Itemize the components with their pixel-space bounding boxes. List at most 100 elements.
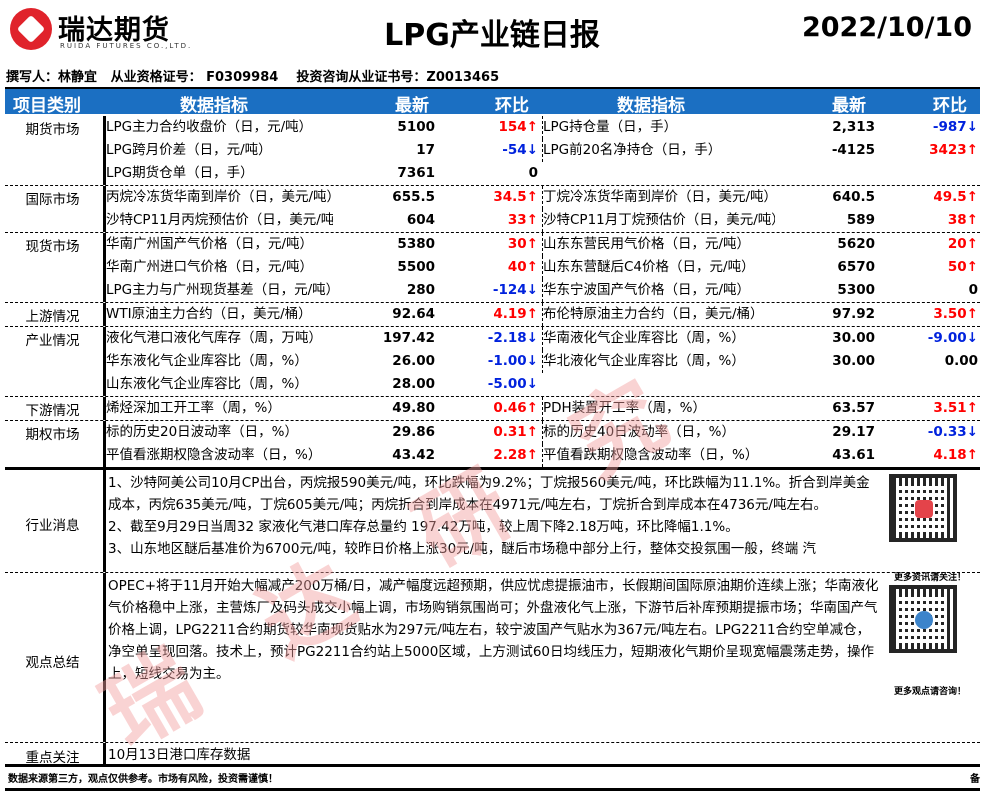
table-row: 山东液化气企业库容比（周，%） 28.00 -5.00↓ xyxy=(5,373,980,396)
latest-value: 43.42 xyxy=(392,447,435,463)
focus-text: 10月13日港口库存数据 xyxy=(108,747,251,763)
latest-value: 655.5 xyxy=(392,189,435,205)
latest-value-2: -4125 xyxy=(831,142,875,158)
change-value: 0.31↑ xyxy=(493,424,538,440)
indicator-name: 山东液化气企业库容比（周，%） xyxy=(106,376,308,392)
change-value: -1.00↓ xyxy=(487,353,538,369)
latest-value: 29.86 xyxy=(392,424,435,440)
indicator-name: 沙特CP11月丙烷预估价（日，美元/吨） xyxy=(106,212,333,228)
header-category: 项目类别 xyxy=(13,96,81,116)
divider xyxy=(103,573,106,742)
change-value: -54↓ xyxy=(502,142,538,158)
latest-value: 28.00 xyxy=(392,376,435,392)
table-header: 项目类别 数据指标 最新 环比 数据指标 最新 环比 xyxy=(5,87,980,116)
indicator-name: 平值看涨期权隐含波动率（日，%） xyxy=(106,447,322,463)
indicator-name: 丙烷冷冻货华南到岸价（日，美元/吨） xyxy=(106,189,333,205)
latest-value: 7361 xyxy=(397,165,435,181)
report-date: 2022/10/10 xyxy=(801,12,972,43)
qr-code-wechat[interactable] xyxy=(889,474,957,542)
change-value: 30↑ xyxy=(507,236,538,252)
change-value-2: -987↓ xyxy=(932,119,978,135)
table-row: 标的历史20日波动率（日，%） 29.86 0.31↑ 标的历史40日波动率（日… xyxy=(5,421,980,444)
section-0: 期货市场 LPG主力合约收盘价（日，元/吨） 5100 154↑ LPG持仓量（… xyxy=(5,116,980,186)
latest-value-2: 43.61 xyxy=(832,447,875,463)
change-value: -2.18↓ xyxy=(487,330,538,346)
latest-value-2: 640.5 xyxy=(832,189,875,205)
table-row: 液化气港口液化气库存（周，万吨） 197.42 -2.18↓ 华南液化气企业库容… xyxy=(5,327,980,350)
latest-value: 26.00 xyxy=(392,353,435,369)
change-value: -5.00↓ xyxy=(487,376,538,392)
latest-value: 5100 xyxy=(397,119,435,135)
indicator-name: 液化气港口液化气库存（周，万吨） xyxy=(106,330,322,346)
change-value: 40↑ xyxy=(507,259,538,275)
header-change: 环比 xyxy=(495,96,529,116)
change-value-2: -9.00↓ xyxy=(927,330,978,346)
latest-value: 5380 xyxy=(397,236,435,252)
data-table: 期货市场 LPG主力合约收盘价（日，元/吨） 5100 154↑ LPG持仓量（… xyxy=(5,116,980,468)
section-6: 期权市场 标的历史20日波动率（日，%） 29.86 0.31↑ 标的历史40日… xyxy=(5,421,980,468)
view-category: 观点总结 xyxy=(25,655,80,671)
logo-cn: 瑞达期货 xyxy=(58,15,170,46)
indicator-name-2: LPG前20名净持仓（日，手） xyxy=(542,139,775,162)
indicator-name: LPG主力合约收盘价（日，元/吨） xyxy=(106,119,313,135)
focus-block: 重点关注 10月13日港口库存数据 xyxy=(5,743,980,767)
change-value: 0 xyxy=(528,165,538,181)
news-category: 行业消息 xyxy=(25,518,80,534)
latest-value: 197.42 xyxy=(382,330,435,346)
divider xyxy=(103,186,106,232)
table-row: 丙烷冷冻货华南到岸价（日，美元/吨） 655.5 34.5↑ 丁烷冷冻货华南到岸… xyxy=(5,186,980,209)
change-value-2: 0 xyxy=(968,282,978,298)
indicator-name: 华南广州进口气价格（日，元/吨） xyxy=(106,259,314,275)
table-row: LPG跨月价差（日，元/吨） 17 -54↓ LPG前20名净持仓（日，手） -… xyxy=(5,139,980,162)
table-row: 华东液化气企业库容比（周，%） 26.00 -1.00↓ 华北液化气企业库容比（… xyxy=(5,350,980,373)
table-row: 沙特CP11月丙烷预估价（日，美元/吨） 604 33↑ 沙特CP11月丁烷预估… xyxy=(5,209,980,232)
table-row: 华南广州国产气价格（日，元/吨） 5380 30↑ 山东东营民用气价格（日，元/… xyxy=(5,233,980,256)
section-1: 国际市场 丙烷冷冻货华南到岸价（日，美元/吨） 655.5 34.5↑ 丁烷冷冻… xyxy=(5,186,980,233)
indicator-name: 华南广州国产气价格（日，元/吨） xyxy=(106,236,314,252)
focus-category: 重点关注 xyxy=(25,750,80,766)
qr-label-2: 更多观点请咨询！ xyxy=(893,687,966,697)
report-title: LPG产业链日报 xyxy=(384,18,600,53)
latest-value-2: 589 xyxy=(846,212,875,228)
qr-code-app[interactable] xyxy=(889,585,957,653)
latest-value-2: 97.92 xyxy=(832,306,875,322)
table-row: 烯烃深加工开工率（周，%） 49.80 0.46↑ PDH装置开工率（周，%） … xyxy=(5,397,980,420)
divider xyxy=(103,421,106,467)
news-item: 2、截至9月29日当周32 家液化气港口库存总量约 197.42万吨，较上周下降… xyxy=(108,519,739,535)
table-row: LPG主力合约收盘价（日，元/吨） 5100 154↑ LPG持仓量（日，手） … xyxy=(5,116,980,139)
table-row: LPG期货仓单（日，手） 7361 0 xyxy=(5,162,980,185)
section-category: 期权市场 xyxy=(25,427,80,443)
indicator-name: LPG主力与广州现货基差（日，元/吨） xyxy=(106,282,333,298)
change-value-2: -0.33↓ xyxy=(927,424,978,440)
logo-icon xyxy=(10,8,52,50)
section-category: 下游情况 xyxy=(25,403,80,419)
table-row: 平值看涨期权隐含波动率（日，%） 43.42 2.28↑ 平值看跌期权隐含波动率… xyxy=(5,444,980,467)
divider xyxy=(103,303,106,326)
header-indicator: 数据指标 xyxy=(180,96,248,116)
change-value: -124↓ xyxy=(492,282,538,298)
indicator-name-2: 山东东营民用气价格（日，元/吨） xyxy=(542,233,775,256)
latest-value: 17 xyxy=(416,142,435,158)
table-row: LPG主力与广州现货基差（日，元/吨） 280 -124↓ 华东宁波国产气价格（… xyxy=(5,279,980,302)
logo-en: RUIDA FUTURES CO.,LTD. xyxy=(60,42,193,50)
divider xyxy=(103,116,106,185)
indicator-name: 华东液化气企业库容比（周，%） xyxy=(106,353,308,369)
header-indicator-2: 数据指标 xyxy=(617,96,685,116)
divider xyxy=(5,467,980,470)
indicator-name-2: 华东宁波国产气价格（日，元/吨） xyxy=(542,279,775,302)
change-value-2: 3.51↑ xyxy=(933,400,978,416)
indicator-name-2: 沙特CP11月丁烷预估价（日，美元/吨） xyxy=(542,209,775,232)
latest-value-2: 30.00 xyxy=(832,353,875,369)
section-category: 期货市场 xyxy=(25,122,80,138)
disclaimer: 数据来源第三方，观点仅供参考。市场有风险，投资需谨慎！ xyxy=(8,774,278,785)
indicator-name-2: 平值看跌期权隐含波动率（日，%） xyxy=(542,444,775,467)
section-3: 上游情况 WTI原油主力合约（日，美元/桶） 92.64 4.19↑ 布伦特原油… xyxy=(5,303,980,327)
latest-value-2: 5300 xyxy=(837,282,875,298)
company-logo: 瑞达期货 RUIDA FUTURES CO.,LTD. xyxy=(10,8,210,54)
author-line: 撰写人：林静宜 从业资格证号： F0309984 投资咨询从业证书号：Z0013… xyxy=(6,70,500,85)
latest-value: 92.64 xyxy=(392,306,435,322)
latest-value-2: 29.17 xyxy=(832,424,875,440)
section-category: 上游情况 xyxy=(25,309,80,325)
view-block: 观点总结 OPEC+将于11月开始大幅减产200万桶/日，减产幅度远超预期，供应… xyxy=(5,573,980,743)
indicator-name-2: 华北液化气企业库容比（周，%） xyxy=(542,350,775,373)
